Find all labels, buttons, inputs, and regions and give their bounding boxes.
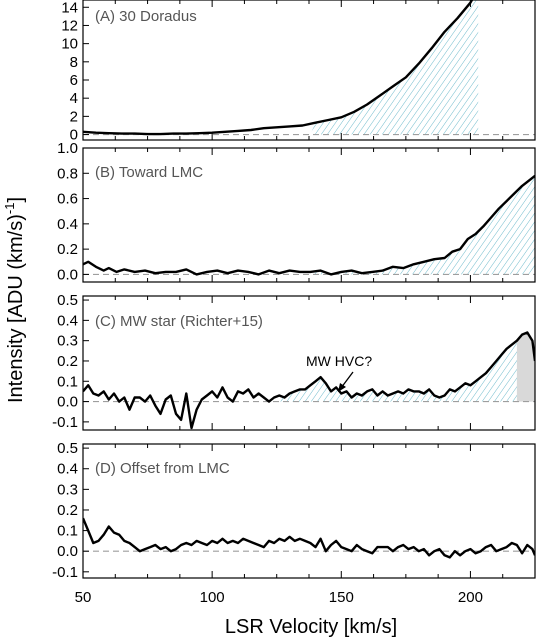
panel-b-spectrum-line: [83, 174, 535, 276]
panel-b-y-tick-label: 0.0: [57, 266, 78, 283]
panel-b-hatched-region: [310, 175, 535, 275]
mw-hvc-annotation: MW HVC?: [306, 353, 372, 369]
panel-d-spectrum-line: [83, 517, 535, 559]
panel-a-y-tick-label: 2: [70, 108, 78, 125]
panel-d-y-tick-label: 0.4: [57, 461, 78, 478]
panel-a-label: (A) 30 Doradus: [95, 8, 197, 25]
panel-c-y-tick-label: 0.1: [57, 373, 78, 390]
panel-b-y-tick-label: 0.8: [57, 165, 78, 182]
mw-hvc-arrow: [338, 371, 354, 392]
panel-c-label: (C) MW star (Richter+15): [95, 313, 263, 330]
panel-d-y-tick-label: 0.1: [57, 523, 78, 540]
y-axis-title: Intensity [ADU (km/s)-1]: [2, 197, 27, 403]
x-tick-label: 50: [75, 589, 92, 606]
x-axis-title: LSR Velocity [km/s]: [225, 616, 397, 638]
panel-c-y-tick-label: 0.4: [57, 312, 78, 329]
panel-b-y-tick-label: 0.2: [57, 241, 78, 258]
panel-d: (D) Offset from LMC -0.1 0.0 0.1 0.2 0.3 0.4 0…: [52, 440, 536, 581]
panel-d-y-tick-label: 0.3: [57, 481, 78, 498]
x-tick-label: 100: [200, 589, 225, 606]
panel-c-y-tick-label: 0.2: [57, 353, 78, 370]
panel-a-spectrum-line: [83, 0, 474, 136]
panel-b-label: (B) Toward LMC: [95, 164, 203, 181]
x-axis: 50 100 150 200: [75, 589, 483, 606]
panel-c-y-tick-label: 0.3: [57, 333, 78, 350]
panel-a-hatched-region: [310, 0, 479, 135]
panel-c-spectrum-line: [83, 331, 535, 430]
panel-a-y-tick-label: 14: [61, 0, 78, 16]
x-tick-label: 200: [458, 589, 483, 606]
panel-c-y-tick-label: -0.1: [52, 414, 78, 431]
panel-b-y-tick-label: 0.4: [57, 216, 78, 233]
panel-a-y-tick-label: 8: [70, 54, 78, 71]
panel-c-y-tick-label: 0.0: [57, 394, 78, 411]
panel-d-y-tick-label: 0.0: [57, 543, 78, 560]
panel-c-y-tick-label: 0.5: [57, 292, 78, 309]
panel-d-label: (D) Offset from LMC: [95, 460, 230, 477]
panel-a-y-tick-label: 0: [70, 127, 78, 144]
panel-b-y-tick-label: 0.6: [57, 191, 78, 208]
panel-a-y-tick-label: 6: [70, 72, 78, 89]
panel-d-y-tick-label: 0.2: [57, 502, 78, 519]
panel-b: (B) Toward LMC 0.0 0.2 0.4 0.6 0.8 1.0: [57, 140, 536, 283]
panel-a-y-tick-label: 10: [61, 36, 78, 53]
panel-d-y-tick-label: 0.5: [57, 440, 78, 457]
panel-c-hatched-region: [276, 332, 535, 402]
x-tick-label: 150: [329, 589, 354, 606]
panel-c: (C) MW star (Richter+15) MW HVC? -0.1 0.0…: [52, 292, 536, 431]
panel-a-y-tick-label: 12: [61, 17, 78, 34]
panel-d-y-tick-label: -0.1: [52, 564, 78, 581]
panel-a-y-tick-label: 4: [70, 90, 78, 107]
panel-c-shaded-region: [516, 332, 535, 402]
panel-b-y-tick-label: 1.0: [57, 140, 78, 157]
